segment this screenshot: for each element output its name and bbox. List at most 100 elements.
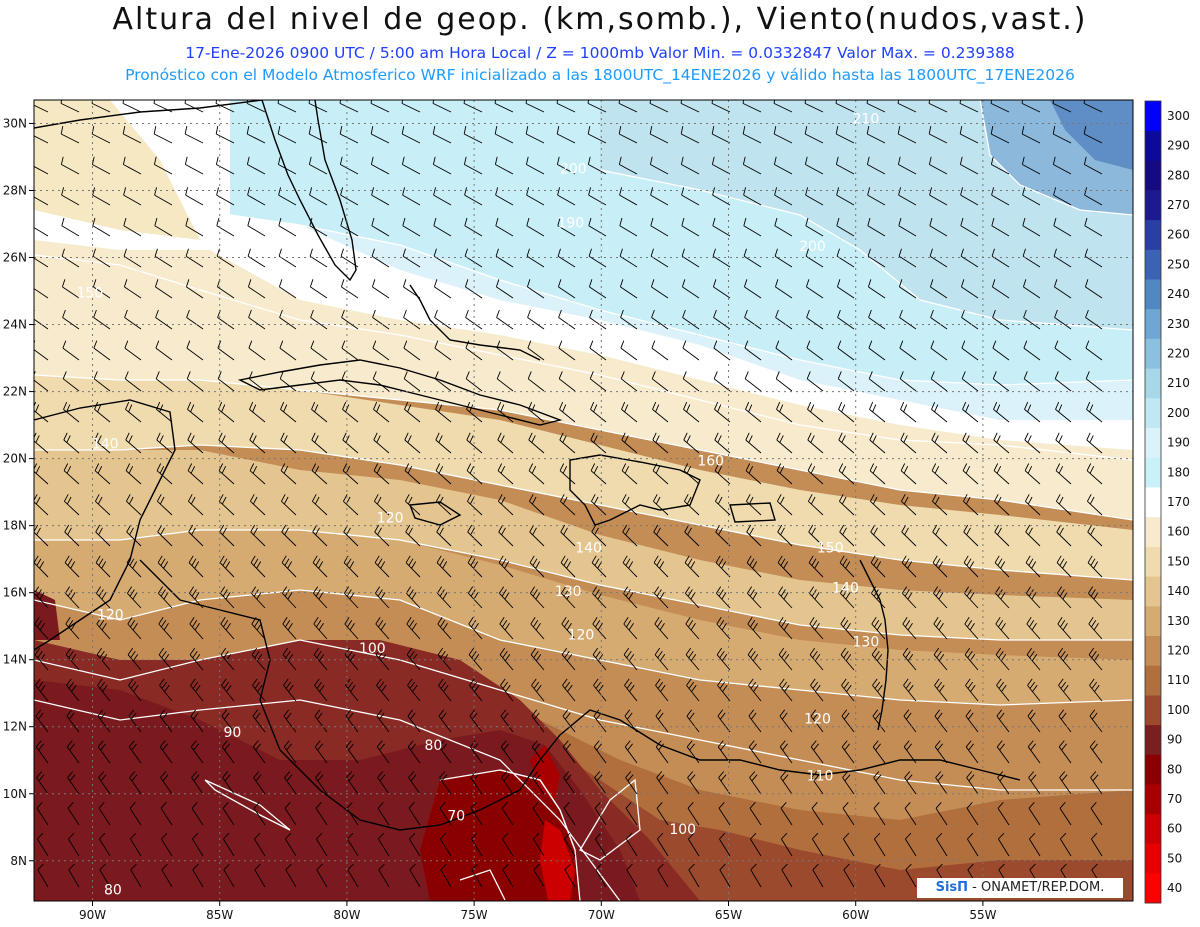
wind-barb <box>619 248 638 268</box>
wind-barb <box>92 187 111 206</box>
wind-barb <box>748 740 762 764</box>
wind-barb <box>313 647 328 671</box>
wind-barb <box>494 156 514 175</box>
wind-barb <box>1086 463 1103 485</box>
wind-barb <box>248 309 266 330</box>
wind-barb <box>711 100 731 113</box>
wind-barb <box>282 617 297 640</box>
wind-barb <box>500 678 514 702</box>
wind-barb <box>221 740 235 764</box>
wind-barb <box>994 494 1010 516</box>
wind-barb <box>1024 401 1041 423</box>
wind-barb <box>1089 709 1103 733</box>
wind-barb <box>870 524 886 547</box>
wind-barb <box>438 678 452 702</box>
wind-barb <box>594 802 607 826</box>
wind-barb <box>778 586 793 609</box>
wind-barb <box>688 863 700 888</box>
colorbar-swatch <box>1145 249 1161 280</box>
wind-barb <box>1022 248 1041 268</box>
wind-barb <box>559 432 576 454</box>
wind-barb <box>716 617 731 640</box>
wind-barb <box>805 217 824 237</box>
wind-barb <box>900 401 917 423</box>
wind-barb <box>960 217 979 237</box>
wind-barb <box>711 156 731 175</box>
lon-tick-label: 85W <box>206 908 233 922</box>
colorbar-label: 40 <box>1167 881 1182 895</box>
wind-barb <box>467 555 483 578</box>
wind-barb <box>932 524 948 547</box>
wind-barb <box>66 709 80 733</box>
wind-barb <box>869 401 886 423</box>
bahamas <box>409 284 541 361</box>
wind-barb <box>378 863 390 888</box>
wind-barb <box>466 432 483 454</box>
wind-barb <box>221 678 235 702</box>
contour-label: 140 <box>92 437 119 453</box>
wind-barb <box>991 279 1010 299</box>
wind-barb <box>930 371 948 392</box>
wind-barb <box>781 863 793 888</box>
wind-barb <box>407 678 421 702</box>
wind-barb <box>311 401 328 423</box>
wind-barb <box>500 709 514 733</box>
wind-barb <box>559 401 576 423</box>
wind-barbs <box>34 100 1103 888</box>
wind-barb <box>374 494 390 516</box>
wind-barb <box>626 832 638 857</box>
wind-barb <box>372 309 390 330</box>
wind-barb <box>652 463 669 485</box>
wind-barb <box>433 248 452 268</box>
wind-barb <box>991 187 1010 206</box>
wind-barb <box>432 126 452 144</box>
wind-barb <box>531 678 545 702</box>
lat-tick-label: 26N <box>3 251 27 265</box>
wind-barb <box>1059 771 1072 795</box>
wind-barb <box>96 617 111 640</box>
wind-barb <box>933 617 948 640</box>
wind-barb <box>716 647 731 671</box>
wind-barb <box>1026 617 1041 640</box>
wind-barb <box>810 678 824 702</box>
wind-barb <box>562 678 576 702</box>
wind-barb <box>564 863 576 888</box>
wind-barb <box>469 678 483 702</box>
wind-barb <box>688 832 700 857</box>
wind-barb <box>715 494 731 516</box>
wind-barb <box>405 555 421 578</box>
contour-label: 200 <box>799 239 826 255</box>
wind-barb <box>469 740 483 764</box>
wind-barb <box>836 248 855 268</box>
wind-barb <box>807 463 824 485</box>
wind-barb <box>374 555 390 578</box>
wind-barb <box>437 586 452 609</box>
wind-barb <box>680 126 700 144</box>
wind-barb <box>156 463 173 485</box>
wind-barb <box>900 432 917 454</box>
wind-barb <box>403 340 421 361</box>
wind-barb <box>377 771 390 795</box>
contour-label: 100 <box>669 822 696 838</box>
wind-barb <box>154 279 173 299</box>
wind-barb <box>561 647 576 671</box>
wind-barb <box>837 309 855 330</box>
wind-barb <box>650 187 669 206</box>
wind-barb <box>557 248 576 268</box>
wind-barb <box>903 678 917 702</box>
wind-barb <box>64 555 80 578</box>
wind-barb <box>432 156 452 175</box>
wind-barb <box>285 863 297 888</box>
wind-barb <box>154 217 173 237</box>
wind-barb <box>1090 802 1103 826</box>
wind-barb <box>374 524 390 547</box>
wind-barb <box>184 126 204 144</box>
wind-barb <box>808 555 824 578</box>
wind-barb <box>867 279 886 299</box>
wind-barb <box>498 524 514 547</box>
wind-barb <box>997 771 1010 795</box>
wind-barb <box>1058 709 1072 733</box>
wind-barb <box>129 771 142 795</box>
wind-barb <box>97 709 111 733</box>
wind-barb <box>344 617 359 640</box>
